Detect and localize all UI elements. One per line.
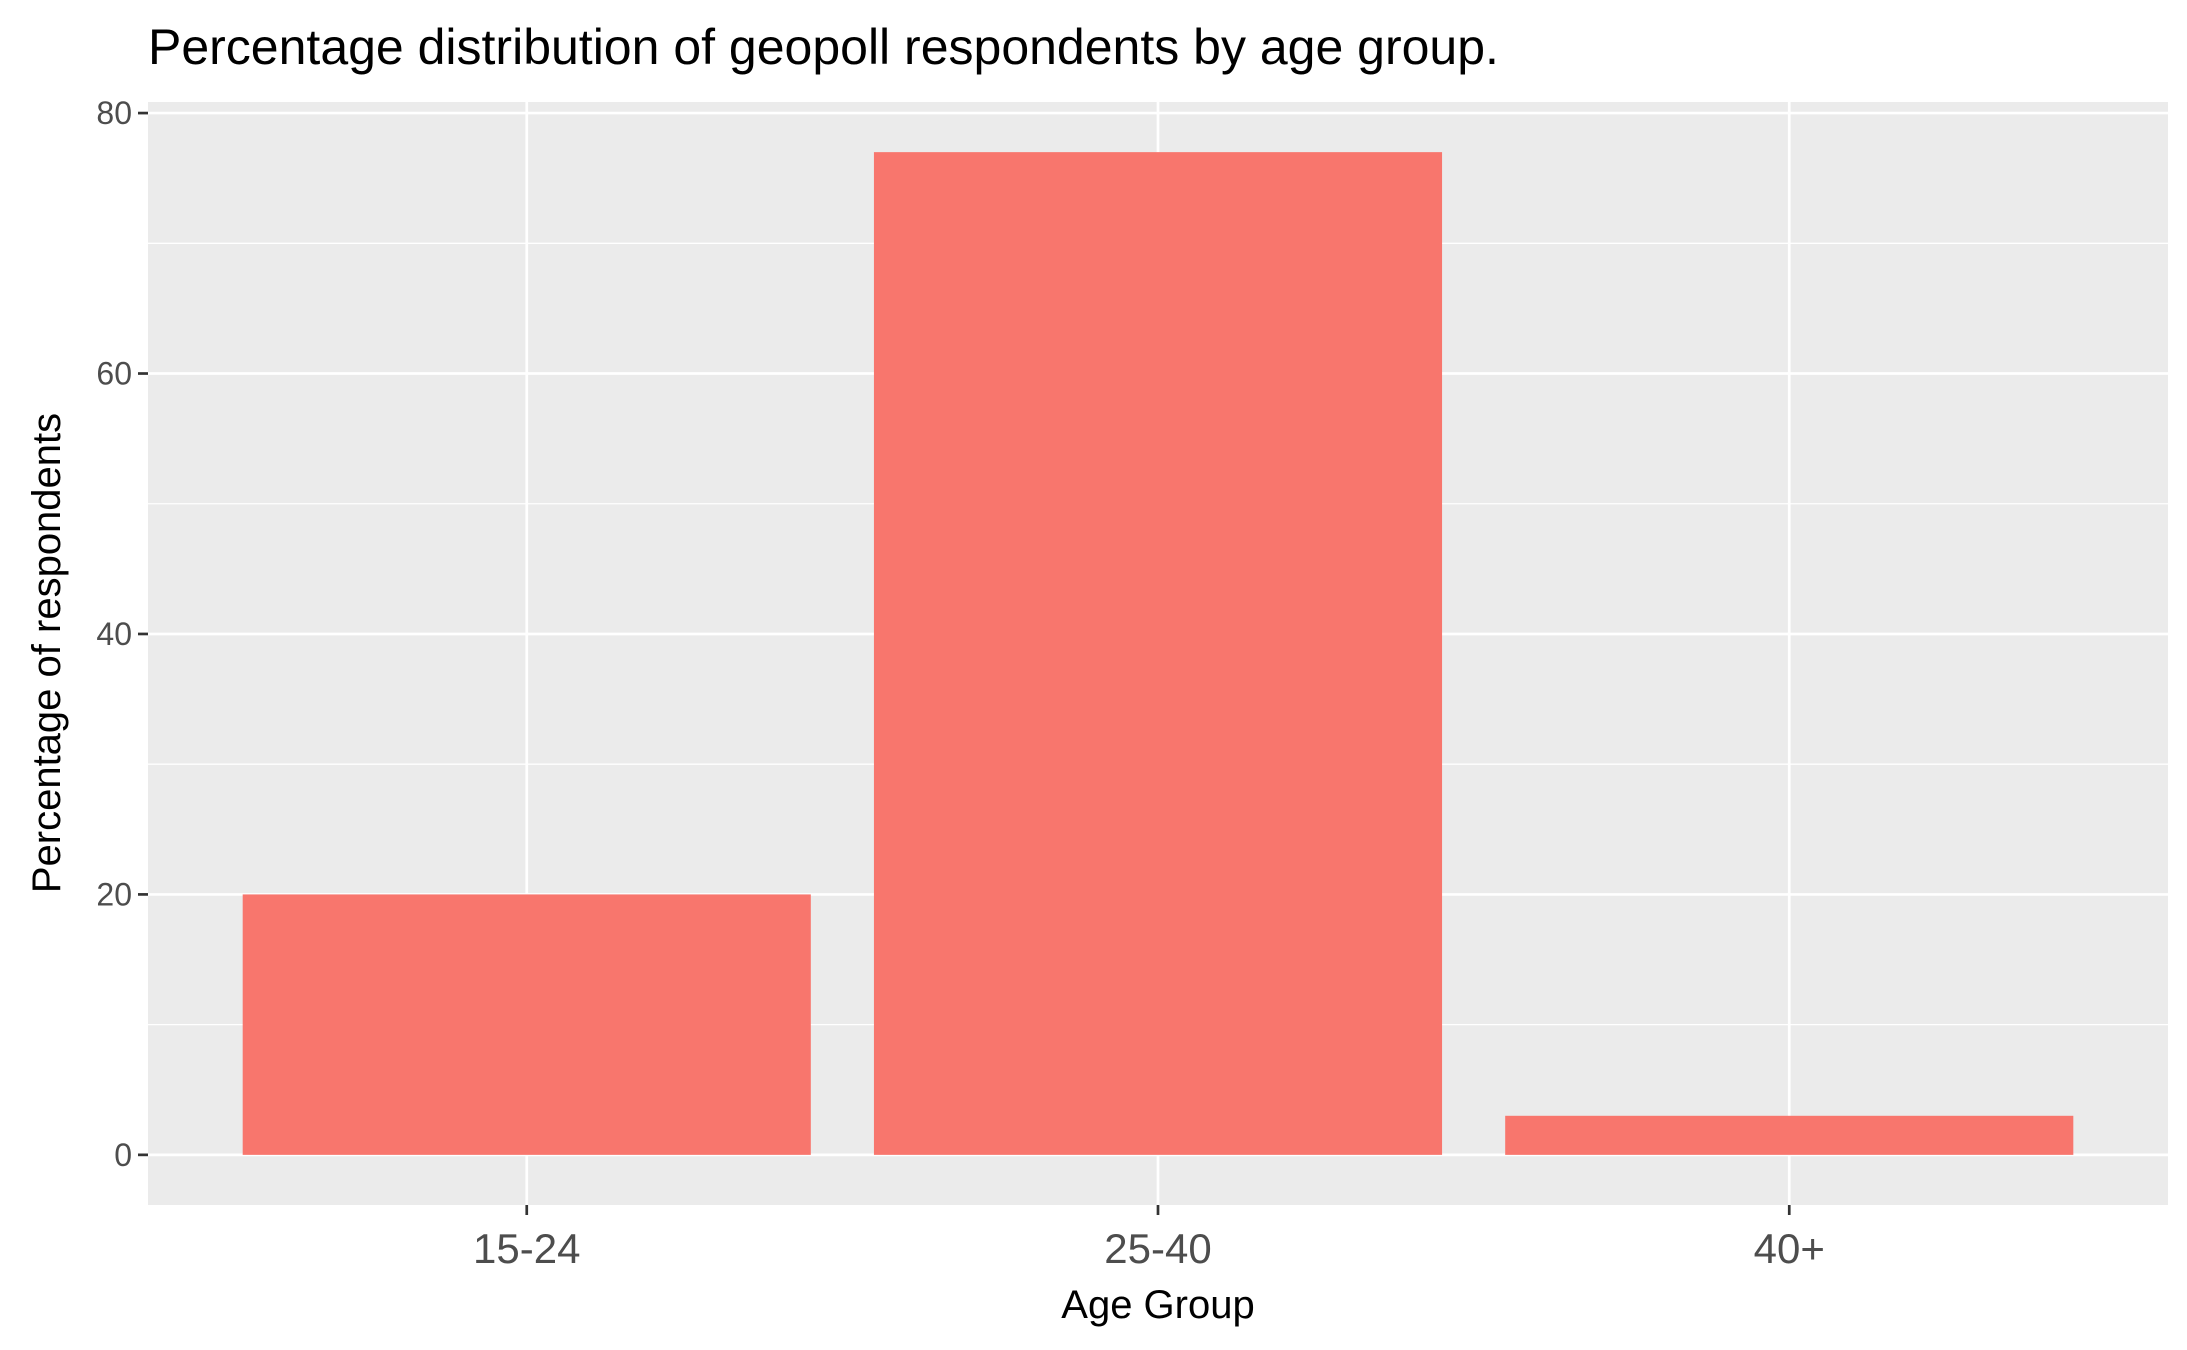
bar-25-40 [873, 152, 1443, 1155]
bars [242, 152, 2074, 1155]
y-tick-label: 20 [96, 876, 132, 912]
y-tick-label: 60 [96, 356, 132, 392]
x-axis-tick-labels: 15-24 25-40 40+ [473, 1225, 1825, 1272]
axis-ticks [138, 111, 1791, 1215]
x-axis-title: Age Group [1061, 1283, 1254, 1327]
x-tick-label: 40+ [1754, 1225, 1825, 1272]
y-tick-label: 40 [96, 616, 132, 652]
bar-40+ [1505, 1115, 2074, 1155]
y-tick-label: 0 [114, 1137, 132, 1173]
chart-title: Percentage distribution of geopoll respo… [148, 19, 1499, 75]
bar-15-24 [242, 894, 811, 1155]
x-tick-label: 25-40 [1104, 1225, 1211, 1272]
y-axis-tick-labels: 0 20 40 60 80 [96, 95, 132, 1173]
y-axis-title: Percentage of respondents [25, 413, 69, 893]
y-tick-label: 80 [96, 95, 132, 131]
x-tick-label: 15-24 [473, 1225, 580, 1272]
